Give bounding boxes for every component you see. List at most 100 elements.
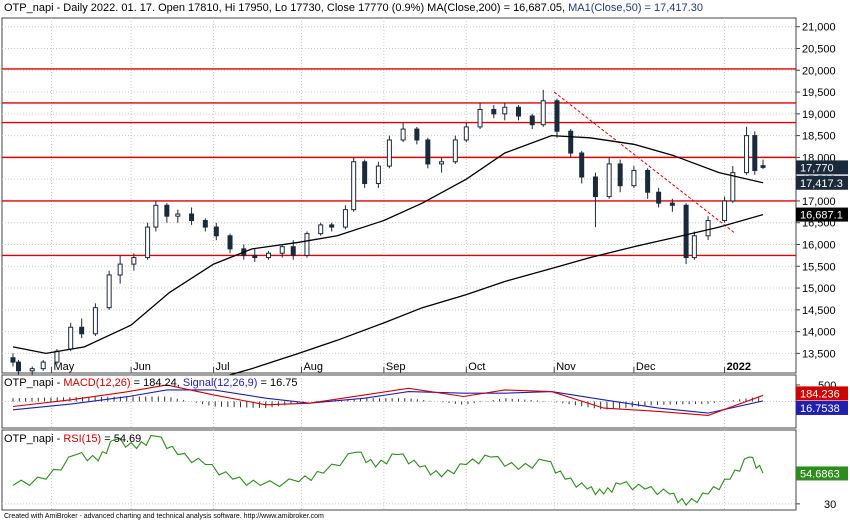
price-y-tick-label: 21,000 <box>802 22 836 34</box>
rsi-y-tick-label: 30 <box>824 499 836 511</box>
rsi-panel[interactable]: 30 54.6863 OTP_napi - RSI(15) = 54.69 <box>1 429 848 511</box>
candle-body <box>452 139 458 163</box>
candle-body <box>425 139 431 165</box>
candle <box>730 166 736 204</box>
candle-body <box>760 165 766 168</box>
macd-value-badges: 184.236 16.7538 <box>796 386 848 415</box>
candle-body <box>265 252 271 259</box>
date-tick-label: May <box>53 361 74 373</box>
candle <box>279 244 285 258</box>
candle-body <box>213 226 219 237</box>
rsi-badge-text: 54.6863 <box>800 468 840 480</box>
ma50-badge-box <box>796 175 848 190</box>
candle <box>79 318 85 339</box>
candle-body <box>502 106 508 115</box>
footer-credit: Created with AmiBroker - advanced charti… <box>4 513 324 520</box>
candle-body <box>606 163 612 198</box>
candle <box>617 159 623 193</box>
candle <box>439 157 445 173</box>
price-value-badges: 17,770 17,417.3 16,687.1 <box>796 160 848 222</box>
price-y-tick-label: 20,500 <box>802 43 836 55</box>
macd-badge-box <box>796 386 848 401</box>
trendline <box>553 91 736 235</box>
date-tick-label: Sep <box>386 361 406 373</box>
candle <box>29 366 35 376</box>
ma50-badge: 17,417.3 <box>796 175 848 190</box>
candle-body <box>362 161 368 185</box>
price-y-tick-label: 17,000 <box>802 196 836 208</box>
candle-body <box>744 135 750 174</box>
candle-body <box>29 368 35 372</box>
signal-badge-box <box>796 400 848 415</box>
candle <box>606 157 612 199</box>
rsi-badge-box <box>796 466 848 481</box>
candle <box>375 161 381 188</box>
candle-body <box>68 326 74 350</box>
candle-body <box>145 226 151 259</box>
last-close-badge-box <box>796 160 848 175</box>
signal-badge: 16.7538 <box>796 400 848 415</box>
price-y-tick-label: 13,500 <box>802 348 836 360</box>
candle <box>656 187 662 208</box>
candle <box>40 359 46 371</box>
candle-body <box>40 361 46 370</box>
price-title: OTP_napi - Daily 2022. 01. 17. Open 1781… <box>4 2 703 14</box>
price-y-tick-label: 15,000 <box>802 283 836 295</box>
candle <box>669 198 675 212</box>
candle <box>463 122 469 143</box>
price-y-tick-label: 18,500 <box>802 131 836 143</box>
candle <box>131 253 137 271</box>
rsi-y-axis: 30 <box>796 499 836 511</box>
macd-badge: 184.236 <box>796 386 848 401</box>
ma200-badge-box <box>796 207 848 222</box>
candle <box>529 113 535 130</box>
candle-body <box>386 139 392 167</box>
candle-body <box>579 152 585 178</box>
date-tick-label: Jun <box>133 361 151 373</box>
candle <box>227 233 233 254</box>
candle-body <box>592 176 598 198</box>
candle <box>744 126 750 175</box>
candle <box>579 150 585 184</box>
price-y-tick-label: 14,000 <box>802 327 836 339</box>
candle <box>722 196 728 223</box>
candle-body <box>279 246 285 254</box>
candle-body <box>329 224 335 228</box>
candle-body <box>202 220 208 228</box>
macd-gridlines <box>2 375 796 428</box>
rsi-line <box>12 434 764 507</box>
candle <box>631 166 637 188</box>
candle <box>452 135 458 164</box>
candle-body <box>92 307 98 335</box>
candle <box>568 129 574 158</box>
candle-body <box>15 361 21 372</box>
candle <box>760 159 766 170</box>
price-y-tick-label: 16,000 <box>802 240 836 252</box>
candle <box>705 216 711 241</box>
candle-body <box>375 165 381 185</box>
candle-body <box>540 100 546 126</box>
candle <box>68 322 74 352</box>
rsi-value-badges: 54.6863 <box>796 466 848 481</box>
macd-title: OTP_napi - MACD(12,26) = 184.24, Signal(… <box>4 377 298 389</box>
candle-body <box>645 169 651 193</box>
candle <box>683 203 689 265</box>
date-tick-label: Oct <box>468 361 485 373</box>
candle-body <box>117 263 123 276</box>
candle-body <box>252 254 258 259</box>
candle <box>691 231 697 260</box>
price-panel[interactable]: 21,00020,50020,00019,50019,00018,50018,0… <box>1 2 848 381</box>
candle-body <box>669 202 675 206</box>
candle <box>153 200 159 232</box>
candle <box>502 102 508 121</box>
candle-body <box>164 204 170 217</box>
candle-body <box>705 220 711 237</box>
macd-lines <box>12 384 764 416</box>
candle-body <box>351 161 357 211</box>
candle-body <box>106 274 112 309</box>
date-axis: May Jun Jul Aug Sep Oct Nov Dec 2022 <box>50 361 751 373</box>
candle-body <box>342 209 348 228</box>
candle-body <box>477 108 483 128</box>
